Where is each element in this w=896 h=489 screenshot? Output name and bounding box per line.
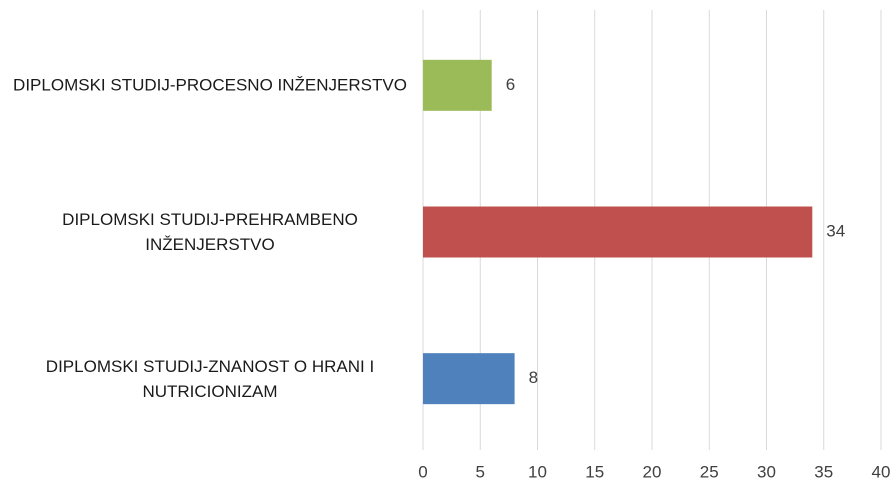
x-tick-label: 10: [528, 462, 547, 481]
data-label: 8: [529, 368, 538, 387]
category-label: DIPLOMSKI STUDIJ-PREHRAMBENO INŽENJERSTV…: [62, 210, 358, 254]
x-tick-label: 30: [757, 462, 776, 481]
data-label: 34: [826, 221, 845, 240]
x-tick-label: 35: [814, 462, 833, 481]
bar: [423, 353, 515, 405]
x-tick-label: 40: [872, 462, 891, 481]
x-tick-label: 20: [643, 462, 662, 481]
x-tick-label: 5: [476, 462, 485, 481]
category-label: DIPLOMSKI STUDIJ-ZNANOST O HRANI I NUTRI…: [45, 356, 375, 401]
x-tick-label: 15: [585, 462, 604, 481]
category-label: DIPLOMSKI STUDIJ-PROCESNO INŽENJERSTVO: [13, 75, 407, 95]
bar: [423, 206, 813, 258]
data-label: 6: [506, 75, 515, 94]
bar: [423, 59, 492, 111]
x-tick-label: 25: [700, 462, 719, 481]
x-tick-label: 0: [418, 462, 427, 481]
